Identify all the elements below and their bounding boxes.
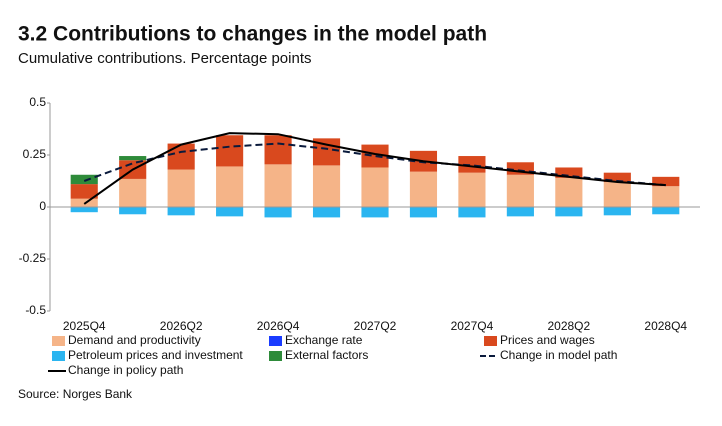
bar [458,172,486,207]
y-tick-label: 0 [39,199,46,213]
legend-swatch [52,351,65,361]
x-tick-label: 2028Q2 [547,319,590,333]
bar [70,174,98,185]
legend-label: Change in model path [500,348,617,362]
bar [119,156,147,161]
legend-label: Petroleum prices and investment [68,348,243,362]
bar [652,176,680,187]
legend-label: External factors [285,348,368,362]
chart-title: 3.2 Contributions to changes in the mode… [18,23,487,46]
bar [70,184,98,199]
chart-subtitle: Cumulative contributions. Percentage poi… [18,50,312,67]
bar [119,178,147,207]
bar [555,207,583,217]
bar [603,182,631,207]
legend-swatch [52,336,65,346]
bar [361,167,389,207]
bar [409,171,438,207]
bar [652,186,680,207]
bar [70,207,98,213]
bar [312,207,341,218]
bar [167,169,195,207]
bar [458,207,486,218]
y-tick-label: -0.5 [25,303,46,317]
x-tick-label: 2027Q2 [354,319,397,333]
legend-label: Exchange rate [285,333,363,347]
source: Source: Norges Bank [18,387,133,401]
bar [506,207,534,217]
bar [506,174,534,207]
line [83,142,666,187]
bar [555,167,583,178]
x-tick-label: 2026Q4 [257,319,300,333]
bar [361,207,389,218]
bar [312,165,341,207]
x-tick-label: 2026Q2 [160,319,203,333]
bar [167,207,195,216]
bar [216,135,244,167]
bar [603,172,631,183]
y-tick-label: 0.25 [23,147,47,161]
legend-label: Prices and wages [500,333,595,347]
bar [264,135,292,165]
legend-swatch [269,336,282,346]
y-tick-label: -0.25 [19,251,47,265]
legend-swatch [484,336,497,346]
bar [361,144,389,168]
bar [216,166,244,207]
bar [458,156,486,173]
bar [555,177,583,207]
bar [216,207,244,217]
legend-swatch [269,351,282,361]
bar [652,207,680,215]
x-tick-label: 2027Q4 [451,319,494,333]
bar [409,207,438,218]
bar [603,207,631,216]
legend-label: Demand and productivity [68,333,201,347]
bar [264,207,292,218]
x-tick-label: 2025Q4 [63,319,106,333]
bar [119,207,147,215]
line [83,132,666,205]
bar [167,143,195,170]
bar [264,164,292,207]
legend-label: Change in policy path [68,363,183,377]
y-tick-label: 0.5 [29,95,46,109]
x-tick-label: 2028Q4 [644,319,687,333]
